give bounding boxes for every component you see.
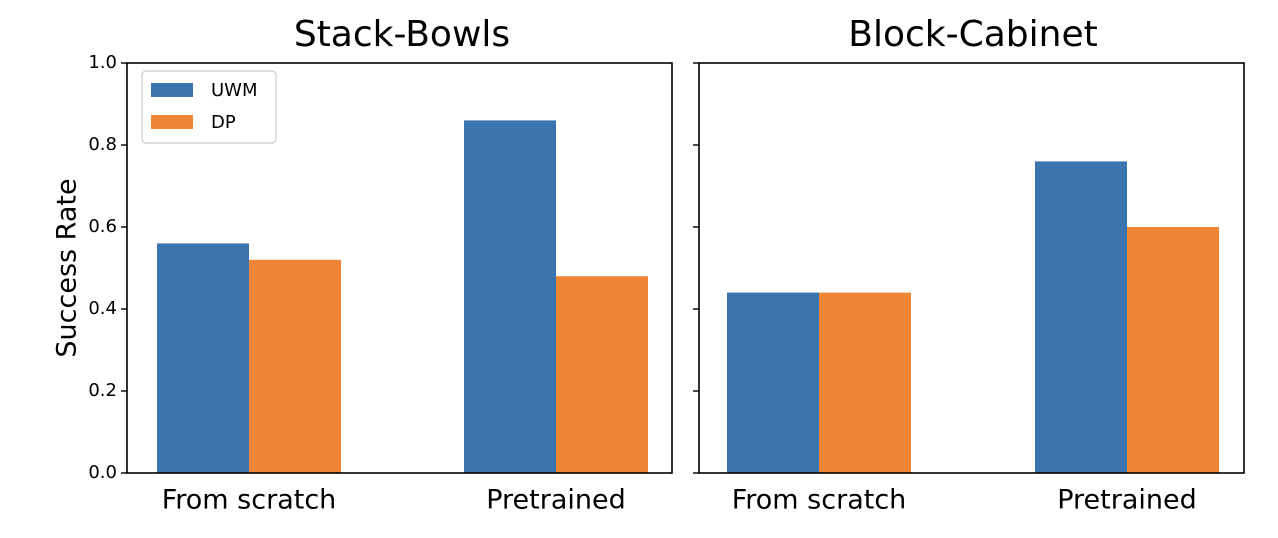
x-tick-label: From scratch [732,485,907,516]
bar-uwm-pretrained [464,120,556,474]
y-axis-label: Success Rate [52,178,83,357]
legend-swatch-uwm [151,83,193,97]
bar-uwm-from-scratch [727,292,819,473]
panel-title: Block-Cabinet [848,14,1098,55]
bar-uwm-pretrained [1035,161,1127,473]
legend-label-uwm: UWM [211,80,258,101]
panel-block-cabinet: Block-Cabinet From scratch Pretrained [693,14,1245,516]
y-tick-label: 0.6 [88,216,117,237]
y-ticks [693,62,699,474]
plot-frame [126,62,673,474]
y-tick-label: 0.2 [88,380,117,401]
x-tick-label: Pretrained [486,485,626,516]
y-tick-label: 0.0 [88,462,117,483]
y-tick-label: 0.4 [88,298,117,319]
bars-group [727,161,1219,473]
legend-label-dp: DP [211,112,236,133]
panel-stack-bowls: Stack-Bowls 0.0 0.2 0.4 0.6 0.8 1.0 From scra… [88,14,673,516]
panel-title: Stack-Bowls [294,14,510,55]
bars-group [157,120,648,474]
x-tick-label: Pretrained [1057,485,1197,516]
y-ticks: 0.0 0.2 0.4 0.6 0.8 1.0 [88,52,127,483]
bar-uwm-from-scratch [157,243,249,473]
plot-frame [698,62,1245,474]
legend-swatch-dp [151,115,193,129]
x-tick-label: From scratch [162,485,337,516]
y-tick-label: 1.0 [88,52,117,73]
bar-dp-pretrained [1127,227,1219,473]
bar-dp-from-scratch [819,292,911,473]
legend: UWM DP [141,70,277,144]
bar-dp-from-scratch [249,259,341,473]
bar-dp-pretrained [556,276,648,473]
y-tick-label: 0.8 [88,134,117,155]
